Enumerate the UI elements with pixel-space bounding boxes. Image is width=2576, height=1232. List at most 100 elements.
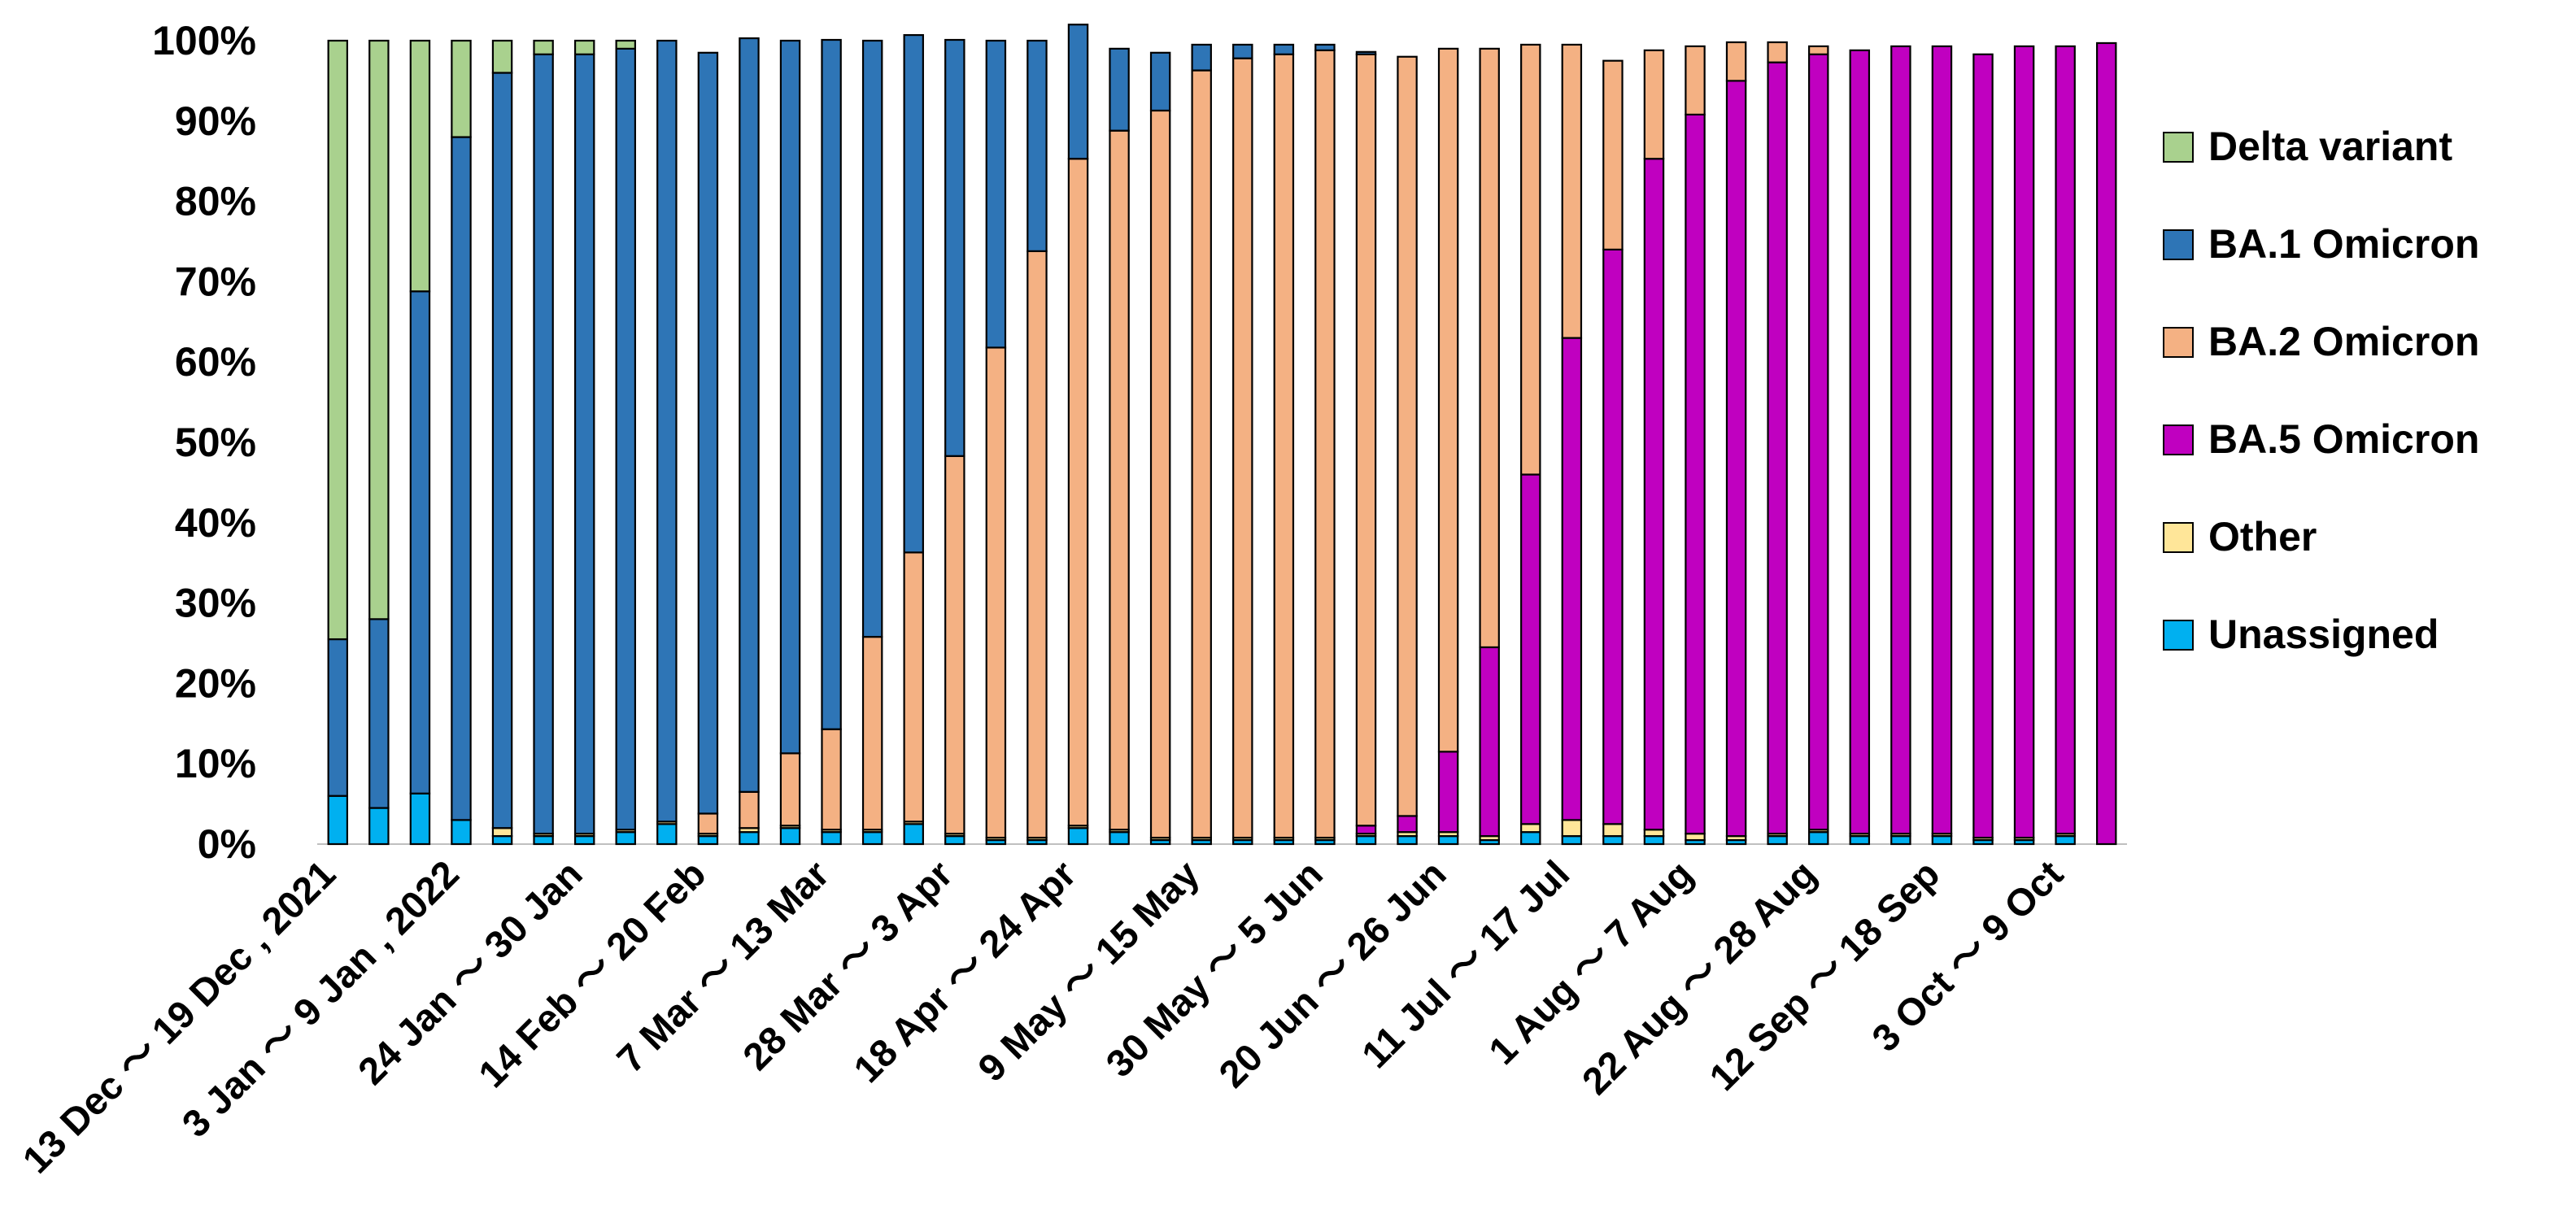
bar-stack <box>1767 41 1788 846</box>
bar-segment-unassigned <box>451 819 472 846</box>
legend-item: BA.5 Omicron <box>2163 416 2479 462</box>
bar-stack <box>697 51 719 846</box>
bar-segment-ba-2-omicron <box>985 346 1007 839</box>
y-tick-label: 10% <box>175 741 256 786</box>
y-tick-label: 50% <box>175 420 256 465</box>
bar-segment-unassigned <box>1561 835 1583 846</box>
bar-segment-unassigned <box>739 831 760 846</box>
y-tick-label: 20% <box>175 660 256 706</box>
bar-segment-ba-1-omicron <box>985 39 1007 349</box>
bar-segment-ba-1-omicron <box>1149 51 1171 112</box>
bar-segment-ba-1-omicron <box>533 53 554 835</box>
bar-segment-unassigned <box>1355 835 1377 846</box>
bar-stack <box>821 38 842 846</box>
bar-segment-ba-1-omicron <box>656 39 678 823</box>
bar-segment-ba-5-omicron <box>2095 41 2117 846</box>
bar-segment-ba-1-omicron <box>779 39 801 755</box>
bars <box>327 24 2117 846</box>
bar-segment-unassigned <box>903 823 924 846</box>
bar-segment-ba-1-omicron <box>1109 47 1130 132</box>
legend-swatch <box>2163 229 2194 260</box>
bar-stack <box>944 38 965 846</box>
bar-segment-ba-5-omicron <box>1931 45 1953 835</box>
bar-stack <box>1725 41 1747 846</box>
bar-segment-other <box>1602 823 1624 838</box>
bar-segment-ba-1-omicron <box>451 136 472 821</box>
x-tick-label: 20 Jun ～ 26 Jun <box>1210 852 1454 1096</box>
bar-stack <box>1232 43 1253 846</box>
bar-stack <box>1191 43 1212 846</box>
bar-stack <box>1397 55 1418 846</box>
bar-stack <box>1314 43 1336 846</box>
bar-segment-ba-5-omicron <box>1725 80 1747 838</box>
bar-segment-ba-1-omicron <box>861 39 883 638</box>
bar-segment-ba-2-omicron <box>1067 158 1089 827</box>
bar-stack <box>1808 45 1829 846</box>
legend-swatch <box>2163 620 2194 651</box>
bar-stack <box>1273 43 1295 846</box>
bar-stack <box>1849 49 1871 846</box>
bar-stack <box>368 39 390 846</box>
bar-segment-ba-1-omicron <box>1314 43 1336 51</box>
bar-segment-ba-2-omicron <box>697 812 719 835</box>
bar-segment-unassigned <box>1602 835 1624 846</box>
x-tick-label: 14 Feb ～ 20 Feb <box>470 852 714 1096</box>
bar-segment-ba-2-omicron <box>1026 250 1048 839</box>
bar-stack <box>1067 24 1089 846</box>
bar-segment-ba-2-omicron <box>1685 45 1706 116</box>
bar-segment-unassigned <box>1397 835 1418 846</box>
bar-segment-unassigned <box>1067 827 1089 846</box>
y-tick-label: 30% <box>175 581 256 626</box>
bar-segment-ba-2-omicron <box>821 728 842 831</box>
bar-stack <box>1602 59 1624 846</box>
legend-item: Unassigned <box>2163 612 2439 657</box>
bar-segment-ba-2-omicron <box>1273 53 1295 839</box>
bar-segment-unassigned <box>1520 831 1541 846</box>
bar-segment-unassigned <box>779 827 801 846</box>
bar-stack <box>739 37 760 846</box>
bar-segment-delta-variant <box>573 39 595 55</box>
y-tick-label: 100% <box>152 18 256 63</box>
bar-segment-ba-2-omicron <box>1602 59 1624 250</box>
bar-segment-ba-1-omicron <box>573 53 595 835</box>
bar-segment-unassigned <box>368 807 390 846</box>
bar-segment-other <box>1561 819 1583 838</box>
bar-stack <box>1479 47 1500 846</box>
bar-segment-ba-2-omicron <box>1643 49 1665 160</box>
bar-segment-other <box>491 827 513 838</box>
bar-segment-ba-2-omicron <box>1109 129 1130 831</box>
bar-stack <box>779 39 801 846</box>
bar-segment-unassigned <box>533 835 554 846</box>
bar-segment-ba-5-omicron <box>1890 45 1911 835</box>
bar-segment-unassigned <box>1890 835 1911 846</box>
legend-label: Delta variant <box>2208 124 2452 169</box>
bar-stack <box>985 39 1007 846</box>
legend-label: Other <box>2208 514 2317 559</box>
bar-segment-ba-1-omicron <box>821 38 842 730</box>
bar-segment-ba-2-omicron <box>1149 109 1171 839</box>
legend-swatch <box>2163 327 2194 358</box>
bar-segment-ba-2-omicron <box>779 752 801 827</box>
bar-segment-ba-2-omicron <box>1437 47 1459 753</box>
x-tick-label: 18 Apr ～ 24 Apr <box>845 852 1084 1091</box>
bar-segment-ba-5-omicron <box>1520 473 1541 825</box>
bar-stack <box>1972 53 1994 846</box>
bar-segment-ba-2-omicron <box>1520 43 1541 476</box>
bar-segment-ba-2-omicron <box>1397 55 1418 817</box>
legend-item: Delta variant <box>2163 124 2452 169</box>
bar-stack <box>1520 43 1541 846</box>
bar-stack <box>2055 45 2076 846</box>
bar-stack <box>615 39 636 846</box>
legend-swatch <box>2163 522 2194 553</box>
bar-segment-delta-variant <box>409 39 431 293</box>
bar-stack <box>451 39 472 846</box>
bar-segment-ba-2-omicron <box>1355 53 1377 827</box>
x-tick-label: 24 Jan ～ 30 Jan <box>350 852 591 1093</box>
bar-segment-ba-5-omicron <box>1602 248 1624 825</box>
legend-item: BA.1 Omicron <box>2163 221 2479 267</box>
bar-segment-delta-variant <box>491 39 513 74</box>
bar-stack <box>861 39 883 846</box>
bar-segment-unassigned <box>2055 835 2076 846</box>
y-tick-label: 40% <box>175 500 256 546</box>
